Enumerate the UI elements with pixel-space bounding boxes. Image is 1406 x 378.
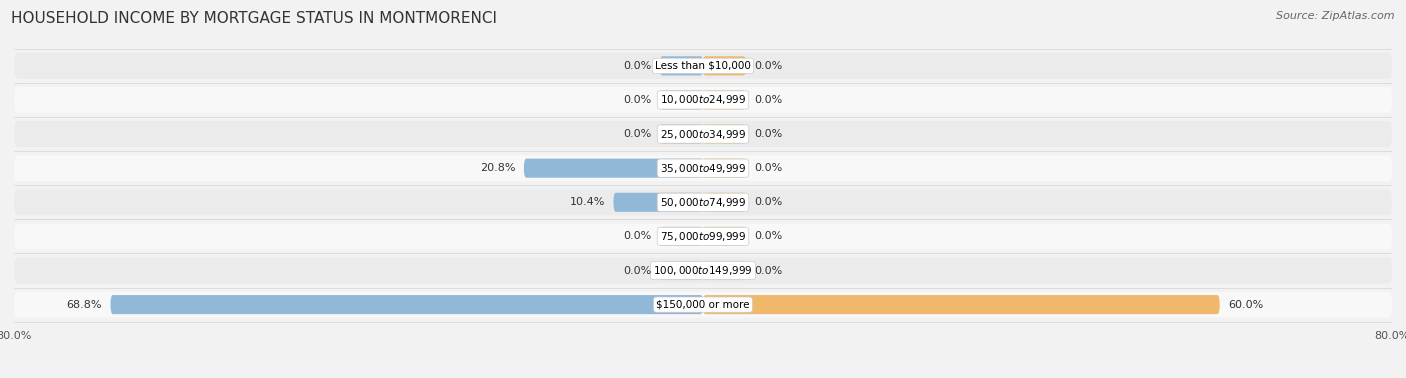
FancyBboxPatch shape	[659, 90, 703, 110]
Text: $10,000 to $24,999: $10,000 to $24,999	[659, 93, 747, 107]
Text: 0.0%: 0.0%	[755, 197, 783, 207]
Text: 0.0%: 0.0%	[623, 231, 651, 242]
Text: $150,000 or more: $150,000 or more	[657, 300, 749, 310]
Text: 20.8%: 20.8%	[479, 163, 515, 173]
Text: 0.0%: 0.0%	[755, 129, 783, 139]
Text: $25,000 to $34,999: $25,000 to $34,999	[659, 127, 747, 141]
Text: HOUSEHOLD INCOME BY MORTGAGE STATUS IN MONTMORENCI: HOUSEHOLD INCOME BY MORTGAGE STATUS IN M…	[11, 11, 498, 26]
Text: 0.0%: 0.0%	[623, 265, 651, 276]
FancyBboxPatch shape	[703, 90, 747, 110]
Text: 0.0%: 0.0%	[755, 61, 783, 71]
FancyBboxPatch shape	[14, 223, 1392, 249]
Text: $75,000 to $99,999: $75,000 to $99,999	[659, 230, 747, 243]
Text: Less than $10,000: Less than $10,000	[655, 61, 751, 71]
FancyBboxPatch shape	[111, 295, 703, 314]
FancyBboxPatch shape	[659, 227, 703, 246]
FancyBboxPatch shape	[14, 189, 1392, 215]
FancyBboxPatch shape	[659, 261, 703, 280]
Text: Source: ZipAtlas.com: Source: ZipAtlas.com	[1277, 11, 1395, 21]
FancyBboxPatch shape	[659, 124, 703, 144]
FancyBboxPatch shape	[703, 193, 747, 212]
Text: 10.4%: 10.4%	[569, 197, 605, 207]
FancyBboxPatch shape	[14, 292, 1392, 318]
Text: $100,000 to $149,999: $100,000 to $149,999	[654, 264, 752, 277]
FancyBboxPatch shape	[659, 56, 703, 75]
FancyBboxPatch shape	[14, 87, 1392, 113]
Text: 68.8%: 68.8%	[66, 300, 101, 310]
FancyBboxPatch shape	[613, 193, 703, 212]
Text: $35,000 to $49,999: $35,000 to $49,999	[659, 162, 747, 175]
Text: $50,000 to $74,999: $50,000 to $74,999	[659, 196, 747, 209]
FancyBboxPatch shape	[14, 121, 1392, 147]
FancyBboxPatch shape	[14, 257, 1392, 284]
FancyBboxPatch shape	[703, 159, 747, 178]
FancyBboxPatch shape	[524, 159, 703, 178]
Text: 0.0%: 0.0%	[755, 95, 783, 105]
FancyBboxPatch shape	[703, 295, 1219, 314]
FancyBboxPatch shape	[703, 227, 747, 246]
FancyBboxPatch shape	[14, 155, 1392, 181]
Text: 0.0%: 0.0%	[755, 163, 783, 173]
Text: 0.0%: 0.0%	[755, 231, 783, 242]
Text: 0.0%: 0.0%	[755, 265, 783, 276]
Text: 60.0%: 60.0%	[1229, 300, 1264, 310]
FancyBboxPatch shape	[703, 261, 747, 280]
FancyBboxPatch shape	[703, 124, 747, 144]
FancyBboxPatch shape	[703, 56, 747, 75]
Text: 0.0%: 0.0%	[623, 95, 651, 105]
FancyBboxPatch shape	[14, 53, 1392, 79]
Text: 0.0%: 0.0%	[623, 61, 651, 71]
Text: 0.0%: 0.0%	[623, 129, 651, 139]
